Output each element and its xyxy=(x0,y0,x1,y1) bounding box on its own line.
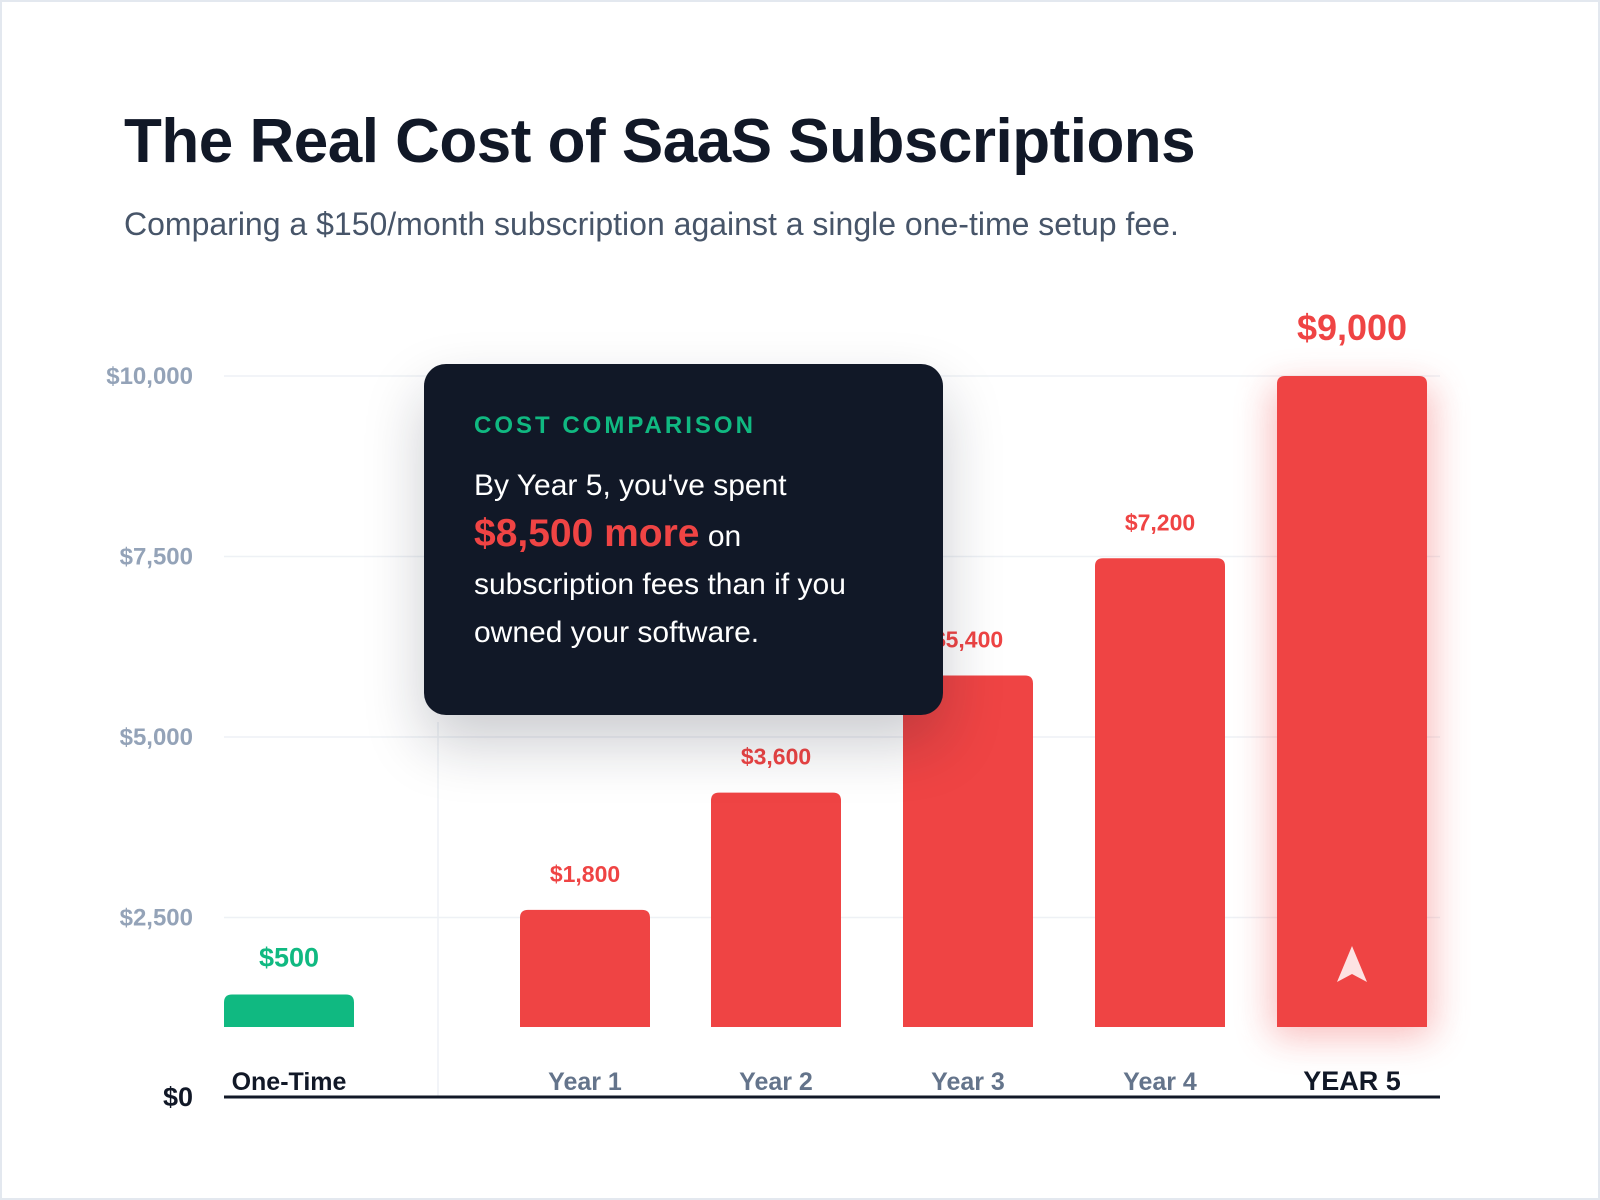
x-axis-label: One-Time xyxy=(232,1068,347,1096)
callout-text-after: on subscription fees than if you owned y… xyxy=(474,520,846,649)
callout-eyebrow: COST COMPARISON xyxy=(474,412,756,439)
bar-year-3 xyxy=(903,675,1033,1027)
x-axis-label: Year 3 xyxy=(931,1068,1005,1096)
value-label: $7,200 xyxy=(1125,509,1195,535)
callout-body: By Year 5, you've spent $8,500 more on s… xyxy=(474,462,893,657)
value-labels: $500 $1,800 $3,600 $5,400 $7,200 $9,000 xyxy=(259,307,1407,972)
bar-one-time xyxy=(224,994,354,1027)
callout-highlight: $8,500 more xyxy=(474,512,700,555)
value-label: $500 xyxy=(259,942,319,972)
x-axis-label: Year 2 xyxy=(739,1068,813,1096)
y-axis-ticks: $0 $2,500 $5,000 $7,500 $10,000 xyxy=(106,363,193,1112)
bar-year-4 xyxy=(1095,558,1225,1027)
y-tick-label: $5,000 xyxy=(120,724,193,751)
cost-comparison-callout: COST COMPARISON By Year 5, you've spent … xyxy=(424,364,943,715)
highlight-marker xyxy=(1337,946,1367,982)
bars xyxy=(224,376,1427,1027)
value-label: $9,000 xyxy=(1297,307,1407,348)
bar-year-1 xyxy=(520,909,650,1027)
y-tick-label: $2,500 xyxy=(120,905,193,932)
y-tick-label: $10,000 xyxy=(106,363,193,390)
value-label: $3,600 xyxy=(741,744,811,770)
x-axis-label: YEAR 5 xyxy=(1303,1066,1401,1096)
arrow-up-icon xyxy=(1337,946,1367,982)
y-tick-label: $7,500 xyxy=(120,544,193,571)
x-axis-label: Year 4 xyxy=(1123,1068,1197,1096)
page-title: The Real Cost of SaaS Subscriptions xyxy=(124,107,1196,176)
value-label: $1,800 xyxy=(550,861,620,887)
x-axis-label: Year 1 xyxy=(548,1068,622,1096)
value-label: $5,400 xyxy=(933,626,1003,652)
y-tick-label: $0 xyxy=(163,1082,193,1112)
x-axis-labels: One-Time Year 1 Year 2 Year 3 Year 4 YEAR 5 xyxy=(232,1066,1401,1096)
page-subtitle: Comparing a $150/month subscription agai… xyxy=(124,206,1179,242)
callout-text-before: By Year 5, you've spent xyxy=(474,469,787,502)
bar-year-2 xyxy=(711,792,841,1027)
bar-year-5 xyxy=(1277,376,1427,1027)
